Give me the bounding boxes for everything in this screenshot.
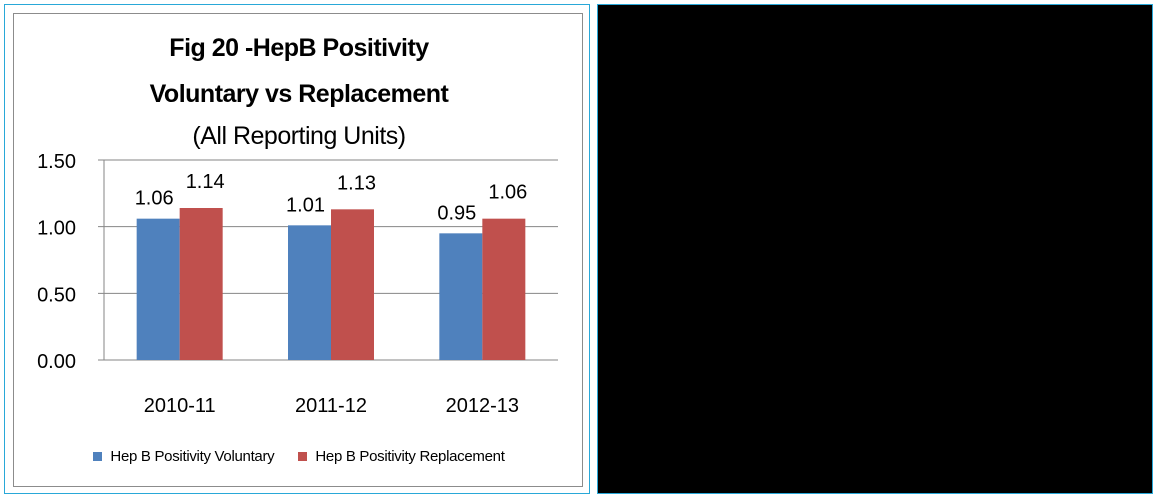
x-tick-label: 2010-11	[144, 395, 216, 417]
bar	[331, 209, 374, 360]
chart-title-line2: Voluntary vs Replacement	[149, 80, 449, 108]
y-tick-label: 1.00	[37, 218, 76, 240]
x-tick-label: 2011-12	[295, 395, 367, 417]
legend-item-replacement: Hep B Positivity Replacement	[298, 448, 505, 465]
bar	[179, 208, 223, 360]
bar-chart-plot: 0.00 0.50 1.00 1.50 2010-11 1.06 1.14 2011-12 1.…	[37, 151, 558, 417]
bar	[482, 218, 526, 360]
bar	[439, 233, 483, 360]
y-tick-label: 0.50	[37, 284, 76, 306]
legend-item-voluntary: Hep B Positivity Voluntary	[93, 448, 275, 465]
data-label: 1.06	[488, 182, 527, 204]
chart-frame: Fig 20 -HepB Positivity Voluntary vs Rep…	[13, 13, 583, 487]
x-tick-label: 2012-13	[446, 395, 519, 417]
bar	[288, 225, 331, 360]
legend-label-replacement: Hep B Positivity Replacement	[315, 448, 505, 465]
bar	[136, 218, 180, 360]
chart-subtitle: (All Reporting Units)	[192, 122, 406, 150]
legend-swatch-replacement	[298, 452, 308, 461]
chart-title: Fig 20 -HepB Positivity	[169, 34, 429, 62]
data-label: 1.14	[186, 171, 225, 193]
legend-swatch-voluntary	[93, 452, 103, 461]
data-label: 0.95	[437, 202, 476, 224]
legend-label-voluntary: Hep B Positivity Voluntary	[110, 448, 275, 465]
data-label: 1.06	[135, 188, 174, 210]
y-tick-label: 0.00	[37, 351, 76, 373]
blank-black-panel	[597, 4, 1153, 494]
data-label: 1.01	[286, 194, 325, 216]
chart-panel: Fig 20 -HepB Positivity Voluntary vs Rep…	[4, 4, 590, 494]
data-label: 1.13	[337, 172, 376, 194]
y-tick-label: 1.50	[37, 151, 76, 173]
chart-legend: Hep B Positivity Voluntary Hep B Positiv…	[14, 448, 584, 465]
